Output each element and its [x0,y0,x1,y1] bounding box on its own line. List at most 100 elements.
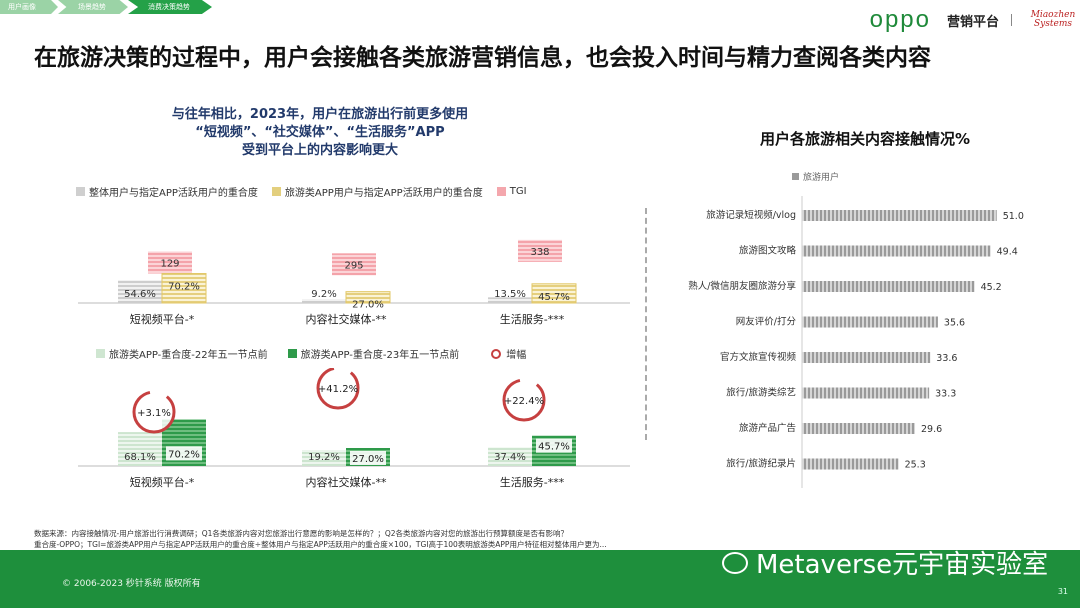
left-subtitle-line-1: 与往年相比，2023年，用户在旅游出行前更多使用 [171,107,469,122]
legend-label-tgi: TGI [509,186,527,197]
value-label: 29.6 [921,424,942,435]
footnote: 数据来源：内容接触情况-用户旅游出行消费调研；Q1各类旅游内容对您旅游出行意愿的… [34,528,764,550]
tgi-label: 338 [530,247,549,258]
top-overlap-chart: 129 54.6% 70.2% 短视频平台-* 295 9.2% 27.0%内容社交媒体-*… [78,239,630,326]
overlap-22-bar [302,450,346,466]
category-label: 内容社交媒体-** [306,475,387,489]
right-chart-legend: 旅游用户 [792,170,839,183]
contact-bar [802,245,991,257]
contact-bar [802,210,997,221]
value-label: 51.0 [1003,211,1024,222]
contact-bar [802,316,938,328]
travel-overlap-bar [345,291,391,304]
travel-overlap-label: 45.7% [538,292,570,303]
growth-ring [132,390,176,434]
top-chart-legend: 整体用户与指定APP活跃用户的重合度 旅游类APP用户与指定APP活跃用户的重合… [76,184,541,199]
overlap-23-label-bg [166,446,202,461]
growth-label: +41.2% [318,384,358,395]
growth-label: +22.4% [504,396,544,407]
overlap-23-label: 45.7% [538,442,570,453]
left-subtitle: 与往年相比，2023年，用户在旅游出行前更多使用 “短视频”、“社交媒体”、“生… [120,106,520,160]
footnote-line-2: 重合度-OPPO；TGI=旅游类APP用户与指定APP活跃用户的重合度÷整体用户… [34,540,607,549]
legend-item-overall: 整体用户与指定APP活跃用户的重合度 [76,184,258,199]
section-divider [645,208,647,440]
watermark-text: Metaverse元宇宙实验室 [756,550,1049,580]
overlap-22-label: 37.4% [494,452,526,463]
legend-item-tgi: TGI [496,186,527,197]
travel-overlap-label: 27.0% [352,300,384,311]
contact-bar [802,352,931,363]
legend-label-travel: 旅游类APP用户与指定APP活跃用户的重合度 [284,188,483,199]
overall-overlap-label: 13.5% [494,289,526,300]
oppo-logo: oppo [869,6,931,33]
overall-overlap-bar [118,280,162,303]
overlap-23-label: 70.2% [168,449,200,460]
category-label: 短视频平台-* [130,475,195,489]
breadcrumb-item-scene-trends[interactable]: 场景趋势 [58,0,128,14]
tgi-bar [148,251,192,274]
contact-bar [802,387,930,399]
bottom-overlap-chart: 68.1% 70.2% +3.1% 短视频平台-* 19.2% 27.0% +41.2% 内容… [78,368,630,489]
category-label: 官方文旅宣传视频 [720,351,797,363]
category-label: 短视频平台-* [130,312,195,326]
legend-swatch-pink [496,187,506,196]
platform-label: 营销平台 [946,14,999,30]
legend-swatch-gold [271,187,281,196]
contact-bar [802,281,975,292]
brand-divider [1011,14,1012,26]
legend-label-overall: 整体用户与指定APP活跃用户的重合度 [89,188,258,199]
overlap-22-bar [118,432,162,466]
category-label: 内容社交媒体-** [306,312,387,326]
overall-overlap-bar [488,297,532,303]
left-subtitle-line-3: 受到平台上的内容影响更大 [241,143,398,158]
copyright: © 2006-2023 秒针系统 版权所有 [62,579,201,589]
growth-ring [316,368,360,410]
legend-label-23: 旅游类APP-重合度-23年五一节点前 [300,350,460,361]
growth-ring [502,378,546,422]
overlap-23-label-bg [350,451,386,465]
legend-label-22: 旅游类APP-重合度-22年五一节点前 [109,350,268,361]
legend-swatch-hgrey [792,173,799,180]
category-label: 网友评价/打分 [736,316,797,328]
contact-bar [802,423,916,434]
overall-overlap-bar [302,299,346,303]
contact-bar [802,458,899,470]
category-label: 旅游图文攻略 [739,245,797,257]
brand-header: oppo 营销平台 Miaozhen Systems [870,6,1080,34]
page-number: 31 [1057,587,1068,596]
tgi-label: 129 [160,259,179,270]
tgi-label: 295 [344,260,363,271]
overall-overlap-label: 54.6% [124,289,156,300]
category-label: 生活服务-*** [500,475,565,489]
ring-icon [491,348,502,359]
wechat-icon [722,551,748,574]
category-label: 生活服务-*** [500,312,565,326]
category-label: 旅行/旅游类综艺 [726,387,796,399]
tgi-bar [332,253,376,276]
breadcrumb-item-consumption-trends[interactable]: 消费决策趋势 [128,0,212,14]
overlap-23-label: 27.0% [352,454,384,465]
overlap-23-label-bg [536,438,572,453]
legend-label-growth: 增幅 [506,350,527,361]
legend-item-growth: 增幅 [491,346,526,361]
category-label: 旅行/旅游纪录片 [726,458,796,470]
breadcrumb: 用户画像 场景趋势 消费决策趋势 [0,0,212,14]
value-label: 35.6 [944,318,965,329]
legend-item-travel: 旅游类APP用户与指定APP活跃用户的重合度 [271,184,483,199]
tgi-bar [518,239,562,262]
value-label: 25.3 [905,460,926,471]
value-label: 33.6 [936,353,957,364]
legend-swatch-dark-green [287,349,297,358]
footer-bar [0,550,1080,608]
left-subtitle-line-2: “短视频”、“社交媒体”、“生活服务”APP [195,125,445,140]
footnote-line-1: 数据来源：内容接触情况-用户旅游出行消费调研；Q1各类旅游内容对您旅游出行意愿的… [34,529,569,538]
value-label: 45.2 [981,282,1002,293]
legend-label-travel-users: 旅游用户 [803,173,840,183]
overlap-22-label: 19.2% [308,452,340,463]
travel-overlap-label: 70.2% [168,282,200,293]
breadcrumb-item-user-profile[interactable]: 用户画像 [0,0,58,14]
legend-swatch-grey [76,187,85,196]
value-label: 49.4 [997,247,1018,258]
miaozhen-logo: Miaozhen Systems [1030,10,1076,29]
category-label: 旅游产品广告 [739,422,796,434]
